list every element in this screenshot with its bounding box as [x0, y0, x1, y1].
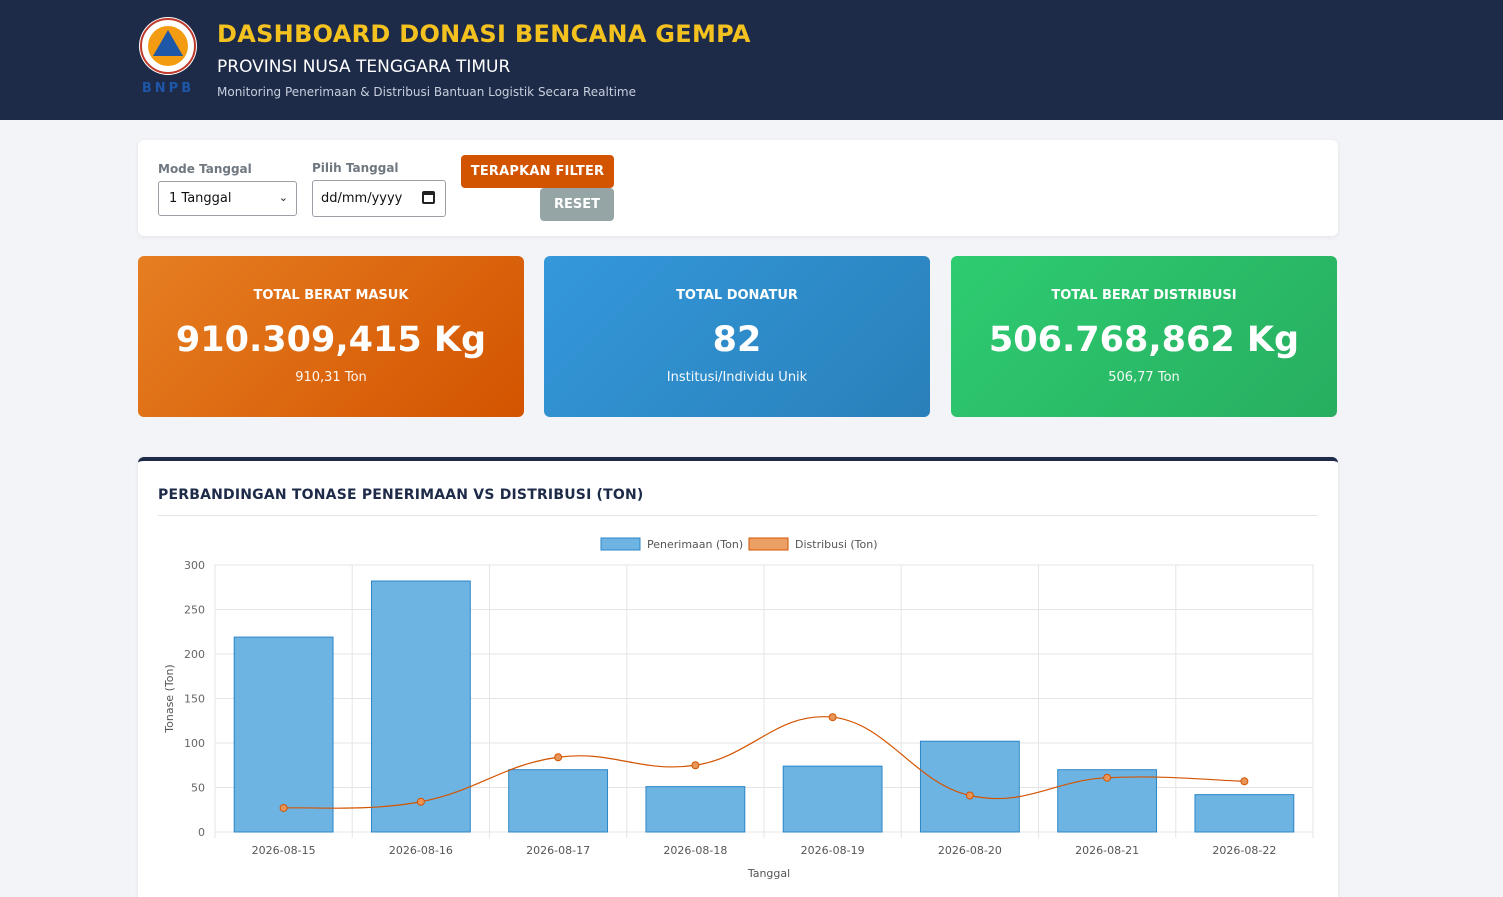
logo-text: BNPB [142, 81, 194, 96]
point-distribusi [1103, 773, 1112, 782]
stat-subtext: 506,77 Ton [1108, 370, 1180, 385]
stat-value: 82 [712, 320, 762, 360]
x-tick-label: 2026-08-20 [938, 844, 1002, 857]
stat-card-total-donatur: TOTAL DONATUR 82 Institusi/Individu Unik [544, 256, 930, 417]
stat-subtext: 910,31 Ton [295, 370, 367, 385]
point-distribusi [279, 803, 288, 812]
page-subtitle: PROVINSI NUSA TENGGARA TIMUR [217, 57, 511, 77]
y-tick-label: 250 [184, 604, 205, 617]
stat-card-total-berat-masuk: TOTAL BERAT MASUK 910.309,415 Kg 910,31 … [138, 256, 524, 417]
x-axis-title: Tanggal [747, 867, 790, 880]
pilih-tanggal-label: Pilih Tanggal [312, 161, 399, 175]
point-distribusi [1240, 777, 1249, 786]
x-tick-label: 2026-08-18 [663, 844, 727, 857]
mode-tanggal-value: 1 Tanggal [169, 191, 232, 206]
legend-label-penerimaan: Penerimaan (Ton) [647, 538, 743, 551]
point-distribusi [554, 753, 563, 762]
x-tick-label: 2026-08-16 [389, 844, 453, 857]
point-distribusi [965, 791, 974, 800]
bar-penerimaan [919, 740, 1020, 833]
reset-button[interactable]: RESET [540, 188, 614, 221]
x-tick-label: 2026-08-22 [1212, 844, 1276, 857]
stat-card-total-berat-distribusi: TOTAL BERAT DISTRIBUSI 506.768,862 Kg 50… [951, 256, 1337, 417]
tonase-chart: 0 50 100 150 200 250 300 2026-08-15 2026-08-16 20… [163, 537, 1314, 880]
stat-subtext: Institusi/Individu Unik [666, 370, 808, 385]
y-tick-label: 50 [191, 782, 205, 795]
chart-card: PERBANDINGAN TONASE PENERIMAAN VS DISTRI… [138, 457, 1338, 897]
x-tick-label: 2026-08-21 [1075, 844, 1139, 857]
y-tick-label: 300 [184, 559, 205, 572]
date-placeholder: dd/mm/yyyy [321, 191, 403, 206]
mode-tanggal-label: Mode Tanggal [158, 162, 252, 176]
y-tick-label: 150 [184, 693, 205, 706]
stat-label: TOTAL BERAT MASUK [253, 288, 409, 303]
y-tick-label: 100 [184, 737, 205, 750]
y-tick-label: 0 [198, 826, 205, 839]
bar-penerimaan [233, 636, 334, 833]
divider [158, 515, 1318, 516]
x-tick-label: 2026-08-19 [801, 844, 865, 857]
stat-value: 506.768,862 Kg [988, 320, 1300, 360]
calendar-icon[interactable] [422, 191, 435, 204]
legend-swatch-distribusi [748, 537, 789, 551]
point-distribusi [416, 797, 425, 806]
x-tick-label: 2026-08-15 [252, 844, 316, 857]
legend-label-distribusi: Distribusi (Ton) [795, 538, 878, 551]
bnpb-logo: BNPB [139, 17, 197, 96]
y-axis-title: Tonase (Ton) [163, 664, 176, 733]
page-title: DASHBOARD DONASI BENCANA GEMPA [217, 20, 751, 48]
bar-penerimaan [370, 580, 471, 833]
legend-swatch-penerimaan [600, 537, 641, 551]
bar-penerimaan [508, 769, 609, 833]
point-distribusi [828, 713, 837, 722]
mode-tanggal-select[interactable]: 1 Tanggal ⌄ [158, 181, 297, 216]
stat-value: 910.309,415 Kg [175, 320, 487, 360]
date-input[interactable]: dd/mm/yyyy [312, 180, 446, 217]
chart-title: PERBANDINGAN TONASE PENERIMAAN VS DISTRI… [158, 487, 644, 503]
filter-panel: Mode Tanggal 1 Tanggal ⌄ Pilih Tanggal d… [138, 140, 1338, 236]
stat-label: TOTAL BERAT DISTRIBUSI [1051, 288, 1237, 303]
stat-label: TOTAL DONATUR [676, 288, 798, 303]
bar-penerimaan [645, 786, 746, 833]
bar-penerimaan [1194, 794, 1295, 833]
chevron-down-icon: ⌄ [278, 191, 288, 204]
apply-filter-button[interactable]: TERAPKAN FILTER [461, 155, 614, 188]
page-tagline: Monitoring Penerimaan & Distribusi Bantu… [217, 85, 636, 99]
point-distribusi [691, 761, 700, 770]
bar-penerimaan [782, 765, 883, 833]
x-tick-label: 2026-08-17 [526, 844, 590, 857]
y-tick-label: 200 [184, 648, 205, 661]
header: BNPB DASHBOARD DONASI BENCANA GEMPA PROV… [0, 0, 1503, 120]
line-distribusi [283, 716, 1245, 809]
